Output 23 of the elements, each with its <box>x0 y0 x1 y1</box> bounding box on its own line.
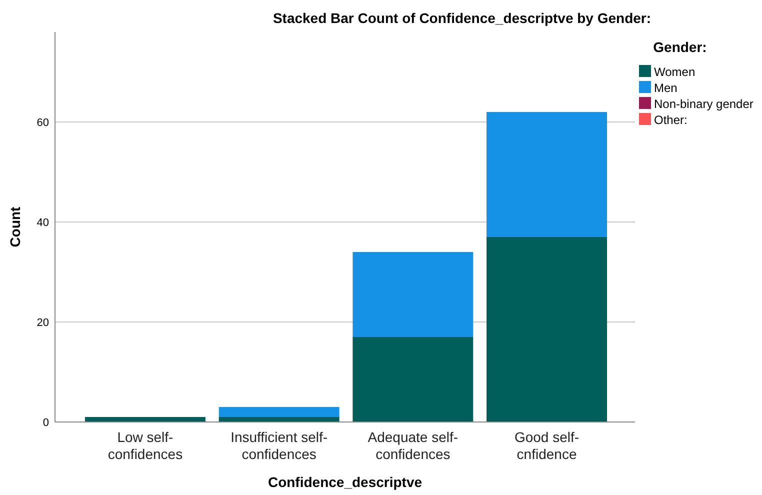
legend-label: Non-binary gender <box>654 97 754 111</box>
bar <box>486 237 607 422</box>
chart-title: Stacked Bar Count of Confidence_descriptve by Gender: <box>272 10 652 26</box>
y-axis-title: Count <box>7 206 23 248</box>
legend-label: Men <box>654 81 678 95</box>
bar <box>486 112 607 237</box>
y-tick-label: 20 <box>36 317 49 329</box>
legend-title: Gender: <box>653 39 707 55</box>
y-tick-label: 0 <box>42 417 49 429</box>
x-tick-label: Insufficient self-confidences <box>230 429 328 462</box>
bar <box>352 337 474 422</box>
x-tick-label: Low self-confidences <box>108 429 183 462</box>
bar <box>218 407 340 417</box>
bar <box>352 252 474 337</box>
bar <box>218 417 340 422</box>
legend-label: Women <box>654 65 696 79</box>
y-tick-label: 60 <box>36 117 49 129</box>
y-tick-label: 40 <box>36 217 49 229</box>
x-tick-label: Good self-cnfidence <box>514 429 580 462</box>
x-axis-title: Confidence_descriptve <box>268 474 422 490</box>
legend-label: Other: <box>654 113 688 127</box>
x-tick-label: Adequate self-confidences <box>368 429 458 462</box>
bar <box>85 417 206 422</box>
